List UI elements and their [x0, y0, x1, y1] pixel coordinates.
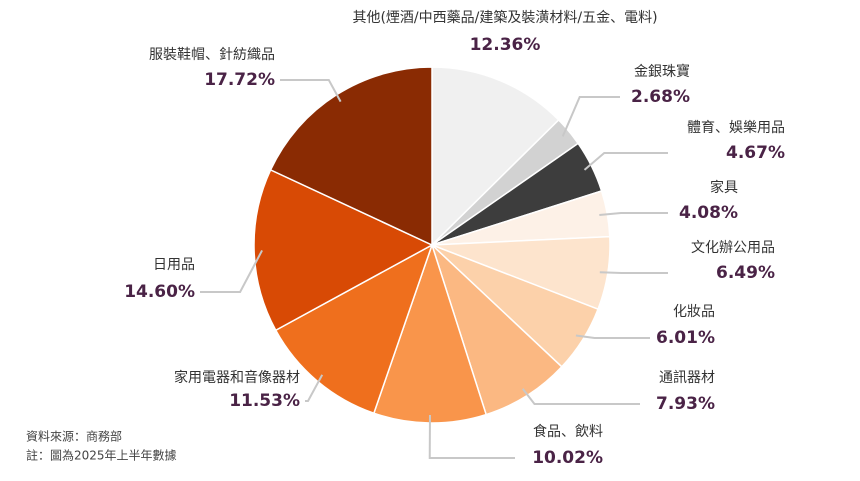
value-label: 4.08%	[679, 203, 738, 223]
value-label: 6.01%	[656, 328, 715, 348]
leader-line	[200, 249, 263, 293]
value-label: 11.53%	[229, 391, 300, 411]
leader-line	[428, 414, 515, 459]
leader-line	[583, 152, 668, 171]
value-label: 10.02%	[532, 448, 603, 468]
pie-slice	[431, 66, 560, 247]
pie-slice	[274, 243, 434, 415]
slice-label: 家具	[710, 179, 738, 196]
slice-label: 化妝品	[673, 304, 715, 320]
slice-label: 文化辦公用品	[691, 240, 775, 256]
value-label: 12.36%	[470, 35, 541, 55]
slice-label: 通訊器材	[659, 370, 715, 386]
value-label: 17.72%	[204, 70, 275, 90]
slice-label: 食品、飲料	[533, 423, 603, 440]
slice-label: 體育、娛樂用品	[687, 119, 785, 136]
slice-label: 日用品	[153, 257, 195, 273]
value-label: 6.49%	[716, 263, 775, 283]
pie-slice	[253, 168, 434, 332]
value-label: 14.60%	[124, 282, 195, 302]
slice-label: 服裝鞋帽、針紡織品	[149, 47, 275, 63]
slice-label: 家用電器和音像器材	[174, 369, 300, 386]
value-label: 7.93%	[656, 394, 715, 414]
value-label: 2.68%	[631, 87, 690, 107]
source-note: 資料來源：商務部	[26, 429, 122, 444]
leader-line	[561, 96, 620, 137]
leader-line	[280, 79, 342, 103]
leader-line	[599, 271, 668, 274]
slice-label: 金銀珠寶	[634, 64, 690, 80]
footnote: 註：圖為2025年上半年數據	[26, 449, 177, 463]
leader-line	[521, 388, 640, 405]
leader-line	[599, 212, 668, 216]
value-label: 4.67%	[726, 143, 785, 163]
slice-label: 其他(煙酒/中西藥品/建築及裝潢材料/五金、電料)	[352, 10, 657, 26]
leader-line	[575, 334, 650, 339]
leader-line	[305, 374, 324, 402]
